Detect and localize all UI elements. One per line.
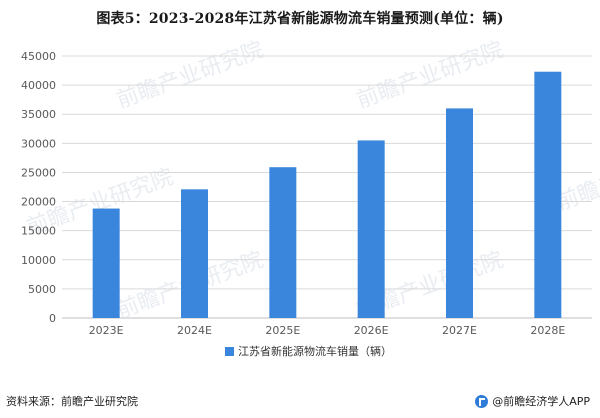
chart-title: 图表5：2023-2028年江苏省新能源物流车销量预测(单位：辆) bbox=[96, 11, 504, 27]
y-tick-label: 5000 bbox=[28, 283, 56, 296]
y-tick-label: 30000 bbox=[21, 137, 56, 150]
watermark-text: 前瞻产业研究院 bbox=[354, 37, 507, 113]
bar-2028E bbox=[534, 71, 562, 318]
legend: 江苏省新能源物流车销量（辆） bbox=[225, 344, 392, 358]
bar-2026E bbox=[357, 140, 385, 318]
x-tick-label: 2023E bbox=[89, 324, 124, 337]
brand-logo-icon bbox=[475, 394, 489, 408]
y-tick-label: 10000 bbox=[21, 254, 56, 267]
watermark-text: 前瞻产业研究院 bbox=[114, 37, 267, 113]
bar-2023E bbox=[92, 208, 120, 318]
grid-lines bbox=[62, 55, 592, 319]
brand-label: @前瞻经济学人APP bbox=[492, 395, 590, 408]
y-tick-label: 45000 bbox=[21, 50, 56, 63]
y-tick-label: 15000 bbox=[21, 225, 56, 238]
bar-2025E bbox=[269, 167, 297, 318]
bars bbox=[92, 71, 562, 319]
x-tick-label: 2027E bbox=[442, 324, 477, 337]
y-tick-label: 25000 bbox=[21, 166, 56, 179]
source-note: 资料来源：前瞻产业研究院 bbox=[6, 395, 138, 408]
legend-swatch bbox=[225, 347, 234, 356]
y-tick-label: 20000 bbox=[21, 196, 56, 209]
bar-2024E bbox=[181, 189, 208, 318]
x-axis-ticks: 2023E 2024E 2025E 2026E 2027E 2028E bbox=[89, 324, 566, 337]
y-tick-label: 40000 bbox=[21, 79, 56, 92]
y-tick-label: 35000 bbox=[21, 108, 56, 121]
x-tick-label: 2025E bbox=[265, 324, 300, 337]
y-tick-label: 0 bbox=[49, 312, 56, 325]
brand-footer[interactable]: @前瞻经济学人APP bbox=[475, 393, 590, 409]
legend-label: 江苏省新能源物流车销量（辆） bbox=[238, 344, 392, 358]
x-tick-label: 2024E bbox=[177, 324, 212, 337]
bar-2027E bbox=[446, 108, 473, 319]
y-axis-ticks: 0 5000 10000 15000 20000 25000 30000 35000 40000… bbox=[21, 50, 56, 325]
x-tick-label: 2026E bbox=[354, 324, 389, 337]
x-tick-label: 2028E bbox=[530, 324, 565, 337]
